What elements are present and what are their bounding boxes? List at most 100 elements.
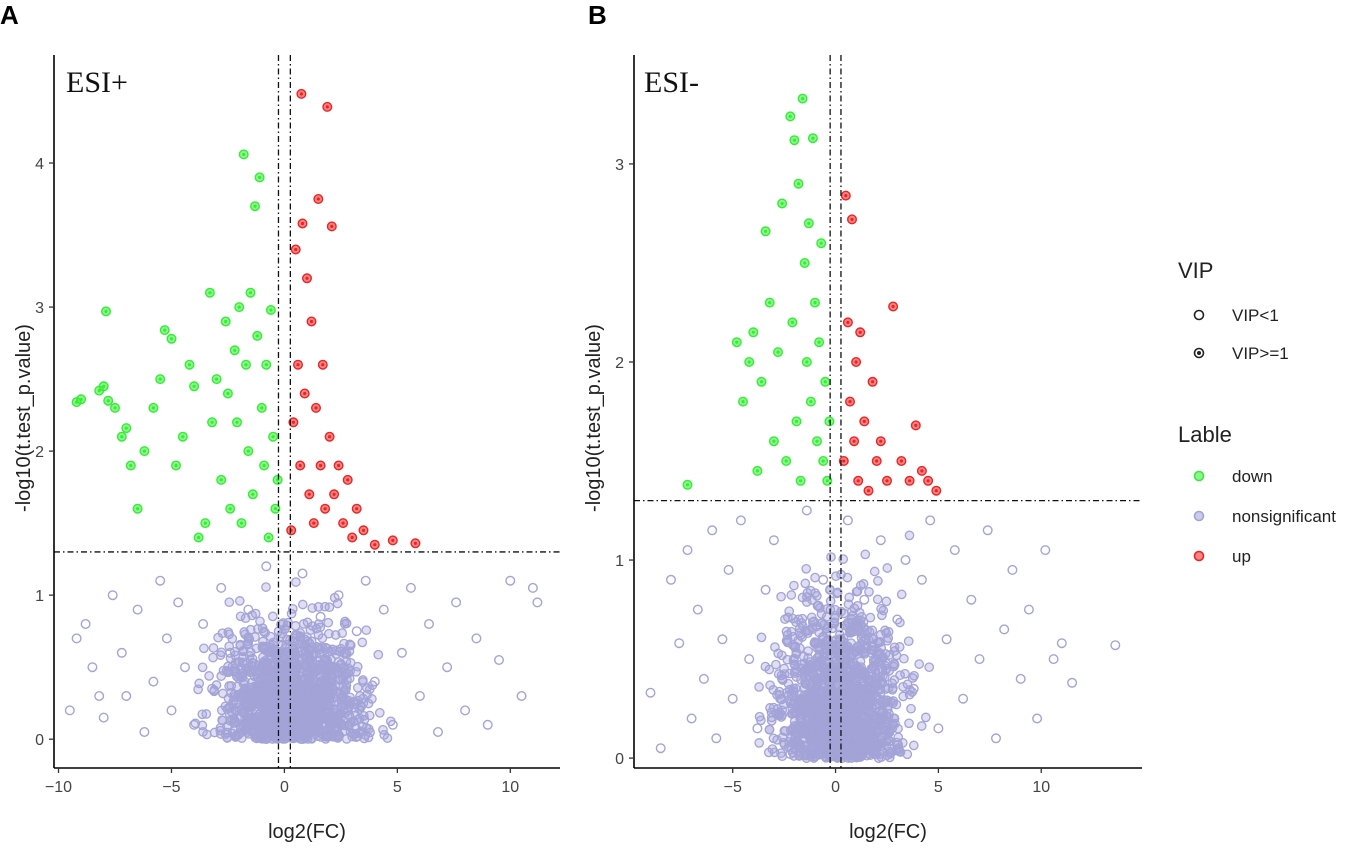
scatter-point-down-vip-dot <box>174 463 178 468</box>
scatter-point-up-vip-dot <box>350 535 354 540</box>
scatter-point-down-vip-dot <box>163 328 167 332</box>
scatter-point-nonsignificant <box>925 515 936 526</box>
scatter-point-nonsignificant <box>779 699 789 710</box>
scatter-point-down-vip-dot <box>764 229 768 233</box>
scatter-point-nonsignificant <box>237 646 248 657</box>
scatter-point-nonsignificant <box>859 594 870 605</box>
scatter-point-nonsignificant <box>527 582 538 593</box>
scatter-point-nonsignificant <box>357 637 368 648</box>
scatter-point-nonsignificant <box>199 643 209 654</box>
scatter-point-down-vip-dot <box>735 340 739 344</box>
scatter-point-up-vip-dot <box>303 391 307 396</box>
scatter-point-nonsignificant <box>294 709 304 719</box>
scatter-point-up-vip-dot <box>934 489 938 493</box>
scatter-point-nonsignificant <box>307 603 318 613</box>
points-nonsignificant-a <box>64 561 543 745</box>
scatter-point-down-vip-dot <box>768 301 772 305</box>
scatter-point-down-vip-dot <box>772 439 776 443</box>
scatter-point-nonsignificant <box>297 568 308 579</box>
x-tick-label: 10 <box>501 779 519 796</box>
scatter-point-nonsignificant <box>208 643 219 653</box>
scatter-point-nonsignificant <box>351 723 362 734</box>
scatter-point-down-vip-dot <box>113 406 117 410</box>
scatter-point-down-vip-dot <box>267 535 271 540</box>
scatter-point-down-vip-dot <box>803 261 807 265</box>
scatter-point-nonsignificant <box>250 632 260 642</box>
scatter-point-down-vip-dot <box>805 360 809 364</box>
scatter-point-nonsignificant <box>224 681 234 691</box>
legend-vip-lt1-symbol <box>1193 309 1205 321</box>
scatter-point-nonsignificant <box>358 675 368 685</box>
scatter-point-nonsignificant <box>844 592 855 603</box>
scatter-point-nonsignificant <box>255 616 265 627</box>
scatter-point-nonsignificant <box>846 681 857 692</box>
scatter-point-up-vip-dot <box>413 541 417 545</box>
scatter-point-up-vip-dot <box>294 247 298 252</box>
scatter-point-nonsignificant <box>842 713 852 724</box>
scatter-point-nonsignificant <box>666 574 677 585</box>
scatter-point-up-vip-dot <box>854 360 858 364</box>
scatter-point-up-vip-dot <box>891 304 895 309</box>
scatter-point-down-vip-dot <box>224 319 228 324</box>
scatter-point-nonsignificant <box>645 687 656 698</box>
scatter-point-nonsignificant <box>323 731 334 742</box>
scatter-point-nonsignificant <box>405 582 416 593</box>
scatter-point-nonsignificant <box>801 563 812 574</box>
scatter-point-nonsignificant <box>798 706 809 717</box>
scatter-point-nonsignificant <box>313 712 324 722</box>
scatter-point-nonsignificant <box>820 711 831 721</box>
scatter-point-nonsignificant <box>941 634 952 645</box>
scatter-point-down-vip-dot <box>811 136 815 140</box>
scatter-point-nonsignificant <box>789 728 800 738</box>
scatter-point-up-vip-dot <box>871 380 875 384</box>
scatter-point-nonsignificant <box>258 722 268 733</box>
scatter-point-up-vip-dot <box>361 528 366 532</box>
scatter-point-nonsignificant <box>826 552 836 562</box>
scatter-point-nonsignificant <box>243 636 254 647</box>
scatter-point-nonsignificant <box>864 699 875 710</box>
scatter-point-nonsignificant <box>842 572 853 583</box>
scatter-point-down-vip-dot <box>158 377 162 381</box>
scatter-point-nonsignificant <box>763 747 774 758</box>
y-tick-label: 0 <box>35 732 44 749</box>
scatter-point-nonsignificant <box>790 666 800 677</box>
scatter-point-nonsignificant <box>760 584 771 595</box>
x-tick-label: −10 <box>45 779 72 796</box>
scatter-point-nonsignificant <box>166 705 177 716</box>
scatter-point-down-vip-dot <box>751 330 755 334</box>
scatter-point-nonsignificant <box>861 718 872 729</box>
scatter-point-nonsignificant <box>1110 640 1121 651</box>
scatter-point-nonsignificant <box>756 715 766 726</box>
scatter-point-nonsignificant <box>698 673 709 684</box>
scatter-point-down-vip-dot <box>242 152 246 156</box>
scatter-point-nonsignificant <box>216 582 227 593</box>
scatter-point-nonsignificant <box>898 691 909 702</box>
panel-title-a: ESI+ <box>66 66 128 99</box>
scatter-point-nonsignificant <box>858 579 869 589</box>
scatter-point-nonsignificant <box>864 742 875 753</box>
scatter-point-nonsignificant <box>265 712 276 723</box>
scatter-point-nonsignificant <box>351 626 362 637</box>
scatter-point-nonsignificant <box>364 684 375 695</box>
scatter-point-nonsignificant <box>811 715 821 725</box>
scatter-point-up-vip-dot <box>920 469 924 473</box>
scatter-point-up-vip-dot <box>291 420 295 424</box>
scatter-point-nonsignificant <box>875 629 886 640</box>
scatter-point-up-vip-dot <box>875 459 879 463</box>
scatter-point-nonsignificant <box>873 576 883 586</box>
scatter-point-up-vip-dot <box>373 543 377 547</box>
scatter-point-down-vip-dot <box>759 380 764 384</box>
scatter-point-nonsignificant <box>765 680 775 691</box>
scatter-point-down-vip-dot <box>823 380 827 384</box>
scatter-point-nonsignificant <box>341 683 351 693</box>
scatter-point-down-vip-dot <box>780 201 784 206</box>
y-tick-label: 2 <box>35 444 44 461</box>
scatter-point-nonsignificant <box>250 608 261 619</box>
scatter-point-nonsignificant <box>806 612 817 623</box>
scatter-point-down-vip-dot <box>192 384 196 388</box>
scatter-point-down-vip-dot <box>264 363 268 367</box>
scatter-point-nonsignificant <box>293 684 303 695</box>
scatter-point-up-vip-dot <box>914 423 918 427</box>
scatter-point-nonsignificant <box>1040 545 1051 556</box>
scatter-point-nonsignificant <box>933 723 944 734</box>
